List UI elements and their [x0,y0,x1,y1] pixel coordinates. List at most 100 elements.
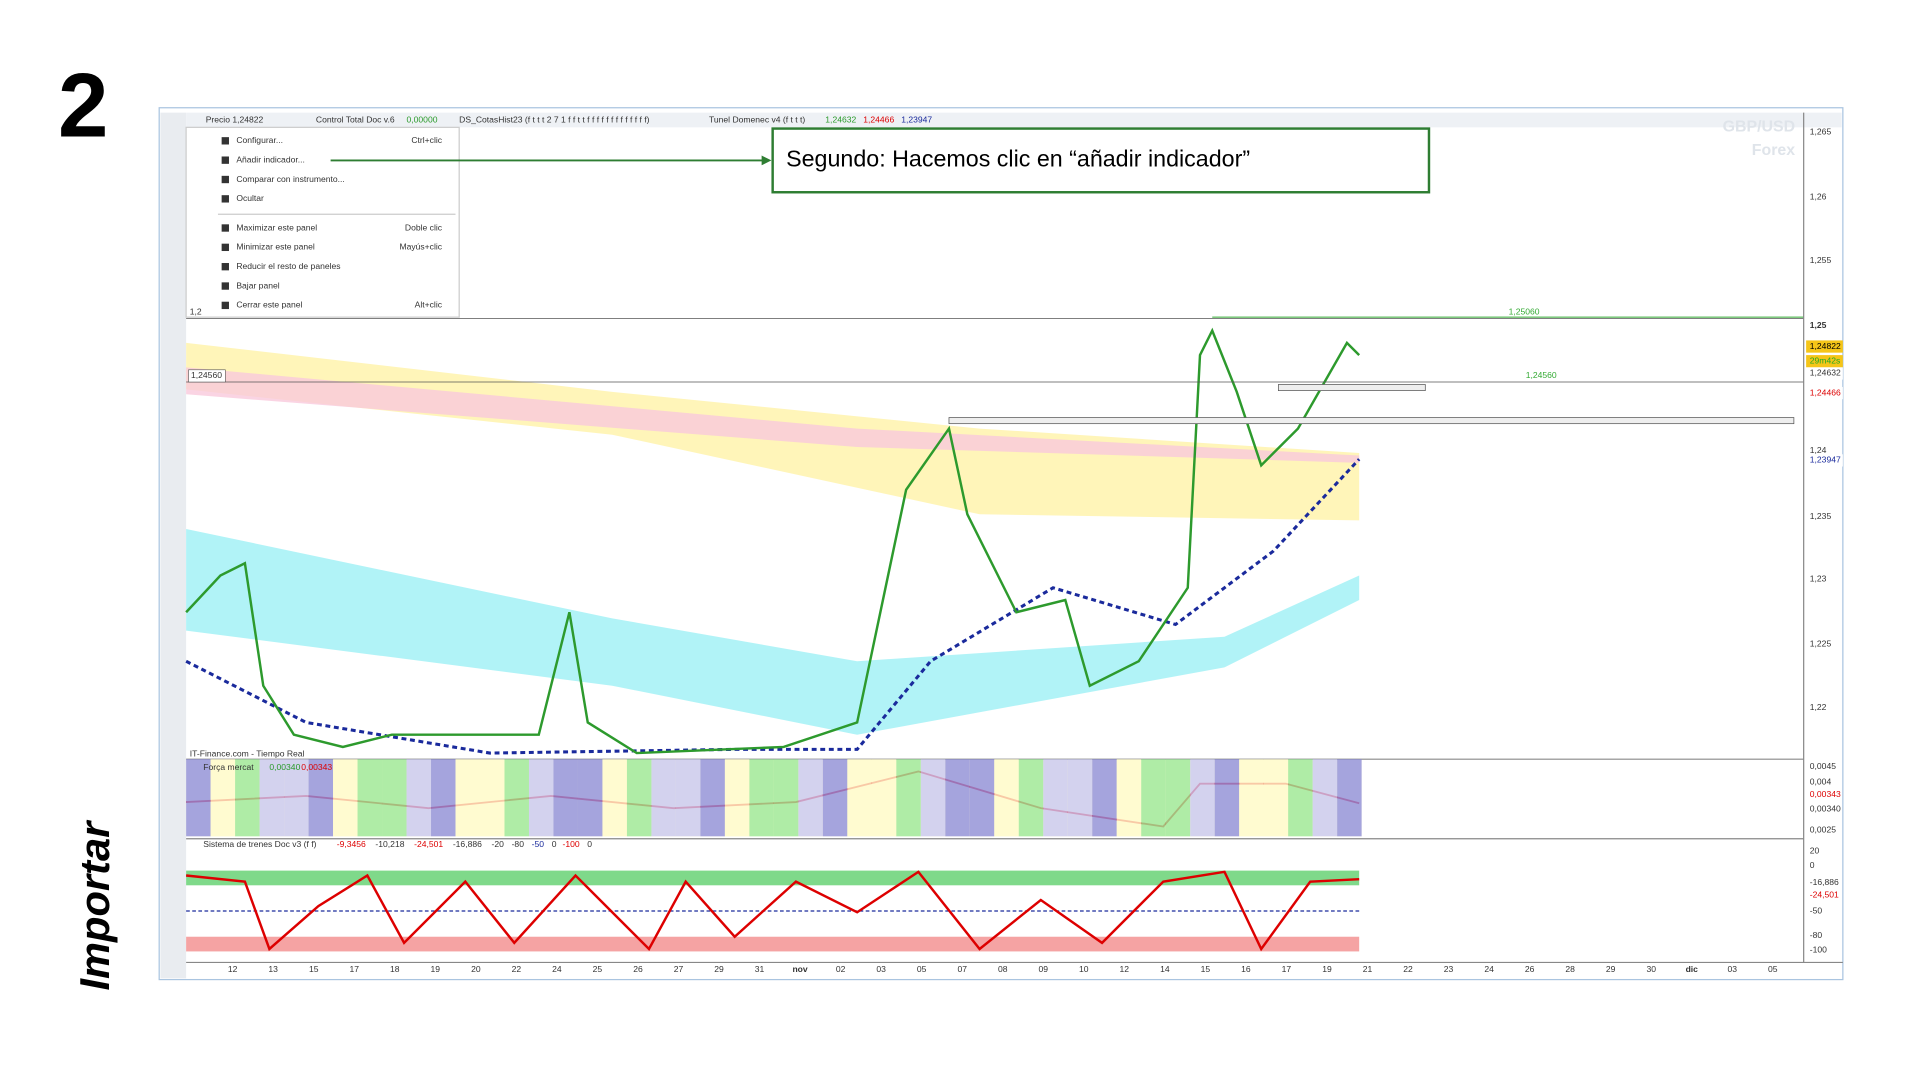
panel-value: -20 [492,839,505,849]
panel-stripe [1116,759,1142,837]
date-tick-label: 08 [998,964,1008,974]
panel-title[interactable]: Sistema de trenes Doc v3 (f f) [203,839,316,849]
price-tag [1806,454,1843,467]
panel-stripe [1018,759,1044,837]
menu-icon [221,282,229,290]
panel1-tick-label: 0,0025 [1810,824,1836,834]
left-toolbar [160,112,187,979]
panel-stripe [749,759,774,837]
header-value: 1,23947 [901,114,932,124]
menu-item[interactable]: Cerrar este panel [236,300,302,310]
date-tick-label: 17 [349,964,359,974]
header-item[interactable]: DS_CotasHist23 (f t t t 2 7 1 f f t t f … [459,114,649,124]
menu-icon [221,243,229,252]
panel-stripe [1288,759,1313,837]
panel-value: -100 [563,839,580,849]
header-bar [186,112,1842,128]
panel-stripe [528,759,554,837]
step-number: 2 [58,56,108,157]
panel-stripe [822,759,848,837]
panel-stripe [626,759,652,837]
menu-icon [221,156,229,164]
price-tag [1806,386,1843,400]
panel2-tick-label: -16,886 [1810,877,1839,887]
menu-item[interactable]: Añadir indicador... [236,154,305,164]
menu-item[interactable]: Minimizar este panel [236,242,315,252]
price-tick-label: 1,24 [1810,445,1827,455]
header-value: 1,24466 [863,114,894,124]
price-tag-label: 1,24632 [1810,368,1841,378]
header-item[interactable]: Tunel Domenec v4 (f t t t) [709,114,805,124]
panel-stripe [577,759,603,837]
date-tick-label: 07 [957,964,967,974]
panel-stripe [1067,759,1093,837]
date-tick-label: 10 [1079,964,1089,974]
panel-value: 0 [587,839,592,849]
price-tick-label: 1,23 [1810,573,1827,583]
date-tick-label: 12 [1120,964,1130,974]
menu-item[interactable]: Reducir el resto de paneles [236,261,340,271]
menu-item[interactable]: Ocultar [236,193,264,203]
panel-stripe [406,759,432,837]
panel-stripe [333,759,358,837]
panel-stripe [235,759,260,837]
panel-value: -24,501 [414,839,443,849]
price-tag-label: 1,24822 [1810,341,1841,351]
panel-stripe [994,759,1019,837]
context-menu [185,126,460,318]
panel-stripe [504,759,529,837]
date-tick-label: 24 [552,964,562,974]
date-tick-label: 18 [390,964,400,974]
panel2-tick-label: 20 [1810,845,1820,855]
panel-stripe [651,759,676,837]
menu-icon [221,301,229,310]
annotation: Segundo: Hacemos clic en “añadir indicad… [786,146,1250,172]
menu-shortcut: Doble clic [405,222,443,232]
price-tag [1806,367,1843,380]
menu-item[interactable]: Maximizar este panel [236,222,317,232]
panel-stripe [1165,759,1191,837]
panel-stripe [210,759,236,837]
date-tick-label: 16 [1241,964,1251,974]
panel-stripe [945,759,970,837]
menu-shortcut: Ctrl+clic [411,135,442,145]
panel-stripe [871,759,897,837]
panel2-tick-label: -24,501 [1810,889,1839,899]
panel-stripe [186,759,211,837]
price-tag [1806,340,1843,353]
panel-value: 0 [552,839,557,849]
date-tick-label: 30 [1646,964,1656,974]
date-tick-label: 13 [268,964,278,974]
menu-item[interactable]: Configurar... [236,135,283,145]
price-tick-label: 1,225 [1810,638,1832,648]
panel-stripe [553,759,578,837]
date-tick-label: 23 [1444,964,1454,974]
panel-title[interactable]: Força mercat [203,762,254,772]
panel-stripe [357,759,383,837]
menu-item[interactable]: Comparar con instrumento... [236,174,345,184]
panel-value: -80 [512,839,525,849]
header-item[interactable]: Precio 1,24822 [206,114,264,124]
price-tag-label: 1,23947 [1810,455,1841,465]
panel2-tick-label: -100 [1810,944,1827,954]
panel-value: -10,218 [375,839,404,849]
header-item[interactable]: Control Total Doc v.6 [316,114,395,124]
menu-shortcut: Mayús+clic [399,242,442,252]
panel-stripe [773,759,799,837]
panel-stripe [455,759,480,837]
panel-value: -16,886 [453,839,482,849]
panel-value: -50 [532,839,545,849]
date-tick-label: 27 [674,964,684,974]
panel-stripe [920,759,946,837]
panel-stripe [480,759,505,837]
date-tick-label: 15 [309,964,319,974]
panel-stripe [1312,759,1338,837]
menu-item[interactable]: Bajar panel [236,280,279,290]
date-tick-label: 31 [755,964,765,974]
annotation-box [771,127,1431,194]
panel-stripe [724,759,750,837]
menu-icon [221,195,229,203]
level-label: 1,2 [190,307,202,317]
